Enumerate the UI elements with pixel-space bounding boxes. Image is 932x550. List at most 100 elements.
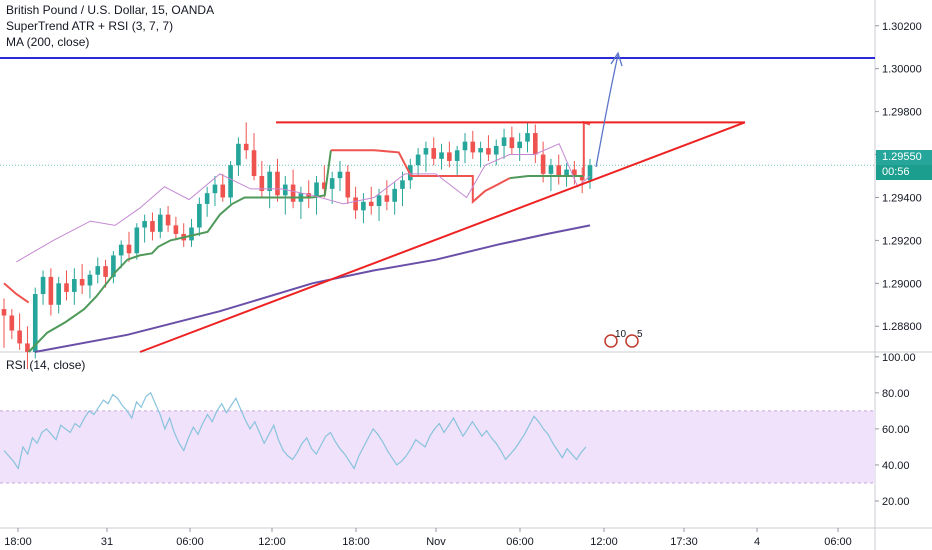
candle-body [157,214,163,232]
candle-body [431,148,437,159]
candle-body [384,195,390,202]
ascending-trend-line [139,121,746,353]
candle-body [540,154,546,174]
candle-body [17,330,22,344]
candle-body [556,165,562,176]
candle-body [142,221,147,228]
candle-body [439,152,444,159]
price-tick-label: 1.29200 [882,235,922,247]
candle-body [392,188,397,202]
price-tick-label: 1.29000 [882,278,922,290]
ma-legend[interactable]: MA (200, close) [6,35,90,49]
projection-arrow-head [610,51,623,67]
event-flag-icon [625,334,639,348]
candle-body [462,141,468,151]
candle-body [517,141,522,149]
event-count-label: 5 [637,329,643,340]
candle-body [368,201,374,207]
candle-body [9,315,15,331]
candle-body [259,176,265,192]
rsi-tick-label: 100.00 [882,352,916,364]
candle-body [72,279,77,292]
time-tick-label: 18:00 [4,536,32,548]
candle-body [525,133,530,142]
candle-body [454,150,460,161]
candle-body [532,133,538,155]
price-tick-label: 1.30000 [882,64,922,76]
candle-body [548,165,554,174]
supertrend-line-up [27,150,332,353]
time-tick-label: 06:00 [176,536,204,548]
candle-body [376,195,382,207]
candle-body [56,283,62,305]
candle-body [353,197,358,211]
candle-body [126,244,132,254]
rsi-tick-label: 40.00 [882,460,910,472]
candle-body [501,137,507,146]
time-tick-label: 4 [754,536,760,548]
chart-title: British Pound / U.S. Dollar, 15, OANDA [6,3,215,17]
price-tick-label: 1.29800 [882,107,922,119]
candle-body [228,165,233,198]
supertrend-line-down [3,282,30,304]
candle-body [243,143,249,151]
candle-body [415,154,421,166]
candle-body [103,266,108,277]
supertrend-legend[interactable]: SuperTrend ATR + RSI (3, 7, 7) [6,19,174,33]
rsi-tick-label: 20.00 [882,496,910,508]
price-tick-label: 1.28800 [882,321,922,333]
candle-body [478,148,483,153]
candle-body [48,276,54,305]
candle-body [345,171,351,198]
candle-body [486,148,491,155]
candle-body [251,150,257,176]
candle-body [564,169,569,176]
candle-body [79,279,85,286]
candle-body [579,176,585,181]
candle-body [587,165,593,181]
candle-body [111,255,116,277]
candle-body [267,171,272,192]
time-tick-label: 12:00 [258,536,286,548]
candle-body [447,152,452,161]
time-tick-label: 18:00 [342,536,370,548]
candle-body [64,283,69,292]
candle-body [1,309,7,316]
price-tick-label: 1.30200 [882,21,922,33]
candle-body [314,182,319,198]
time-tick-label: 06:00 [506,536,534,548]
candle-body [572,169,577,176]
rsi-line [3,391,587,471]
candle-countdown-badge: 00:56 [876,165,932,180]
candle-body [275,171,280,196]
candle-body [95,266,101,275]
rsi-legend[interactable]: RSI (14, close) [6,358,86,372]
candle-body [423,148,429,155]
time-tick-label: 17:30 [670,536,698,548]
time-tick-label: Nov [426,536,446,548]
candle-body [32,294,38,352]
supertrend-line-up [509,175,584,180]
candle-body [197,203,202,228]
rsi-band [0,410,875,483]
time-tick-label: 31 [101,536,113,548]
time-tick-label: 12:00 [590,536,618,548]
candle-body [290,184,296,202]
candle-body [40,276,46,295]
candle-body [470,141,476,153]
event-count-label: 10 [615,329,627,340]
supertrend-line-down [330,149,511,205]
candle-body [400,180,405,189]
candle-body [87,274,93,286]
candle-body [236,143,241,166]
last-price-badge: 1.29550 [876,150,932,165]
candle-body [25,343,30,352]
time-tick-label: 06:00 [824,536,852,548]
candle-body [509,137,515,149]
candle-body [134,227,140,254]
ma200-line [34,224,591,353]
candle-body [329,178,335,189]
candle-body [212,184,218,194]
candle-body [204,193,210,204]
